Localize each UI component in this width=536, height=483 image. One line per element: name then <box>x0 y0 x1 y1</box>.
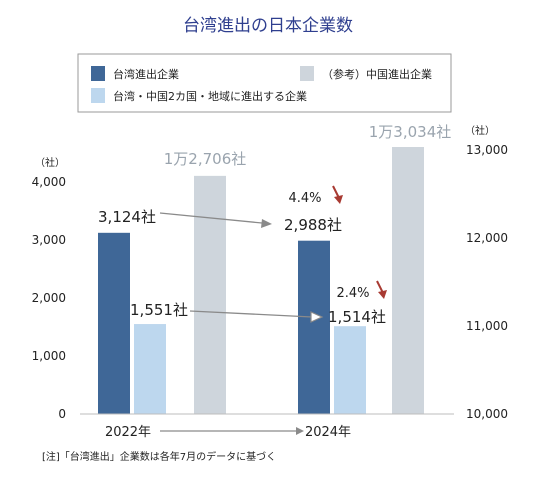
legend-label-taiwan: 台湾進出企業 <box>113 67 179 81</box>
right-tick-label: 13,000 <box>466 143 508 157</box>
trend-arrows <box>159 212 324 323</box>
legend-label-china: （参考）中国進出企業 <box>322 67 432 81</box>
x-category-label: 2022年 <box>105 425 151 440</box>
right-tick-label: 12,000 <box>466 231 508 245</box>
legend-box <box>77 53 452 113</box>
right-tick-label: 11,000 <box>466 319 508 333</box>
value-labels: 3,124社 1,551社 1万2,706社 2,988社 1,514社 1万3… <box>98 123 451 326</box>
left-axis-unit: （社） <box>35 156 65 169</box>
bar-china-1 <box>194 175 226 414</box>
legend-swatch-taiwan <box>91 66 105 81</box>
bar-both-2 <box>334 326 366 414</box>
change-both: 2.4% <box>336 286 369 301</box>
bar-china-2 <box>392 147 424 414</box>
left-axis-ticks: 0 1,000 2,000 3,000 4,000 <box>32 175 66 421</box>
change-taiwan: 4.4% <box>288 191 321 206</box>
label-china-2022: 1万2,706社 <box>164 150 247 168</box>
label-china-2024: 1万3,034社 <box>369 123 452 141</box>
down-arrow-both <box>376 280 384 294</box>
right-axis-unit: （社） <box>465 124 495 137</box>
left-tick-label: 3,000 <box>32 233 66 247</box>
chart-title: 台湾進出の日本企業数 <box>183 16 353 36</box>
legend-swatch-both <box>91 88 105 103</box>
x-category-label: 2024年 <box>305 425 351 440</box>
change-annotations: 4.4% 2.4% <box>288 185 387 301</box>
bar-taiwan-2 <box>298 240 330 414</box>
label-taiwan-2022: 3,124社 <box>98 208 156 226</box>
label-both-2022: 1,551社 <box>130 301 188 319</box>
arrow-both <box>189 310 313 318</box>
left-tick-label: 4,000 <box>32 175 66 189</box>
legend-swatch-china <box>300 66 314 81</box>
footnote: [注]「台湾進出」企業数は各年7月のデータに基づく <box>42 450 276 463</box>
bar-taiwan-1 <box>98 232 130 414</box>
legend: 台湾進出企業 （参考）中国進出企業 台湾・中国2カ国・地域に進出する企業 <box>77 53 452 113</box>
left-tick-label: 2,000 <box>32 291 66 305</box>
down-arrow-both-head <box>378 290 387 299</box>
down-arrow-taiwan <box>332 185 340 199</box>
left-tick-label: 0 <box>58 407 66 421</box>
down-arrow-taiwan-head <box>334 195 343 204</box>
arrow-taiwan <box>159 212 263 224</box>
right-tick-label: 10,000 <box>466 407 508 421</box>
right-axis-ticks: 10,000 11,000 12,000 13,000 <box>466 143 508 421</box>
bars <box>98 147 424 414</box>
label-both-2024: 1,514社 <box>328 308 386 326</box>
bar-both-1 <box>134 324 166 414</box>
arrow-taiwan-head <box>261 219 272 228</box>
legend-label-both: 台湾・中国2カ国・地域に進出する企業 <box>113 89 307 103</box>
arrow-both-head <box>310 311 324 323</box>
left-tick-label: 1,000 <box>32 349 66 363</box>
x-axis-categories: 2022年 2024年 <box>105 425 351 440</box>
category-arrow-head <box>296 427 304 435</box>
label-taiwan-2024: 2,988社 <box>284 216 342 234</box>
